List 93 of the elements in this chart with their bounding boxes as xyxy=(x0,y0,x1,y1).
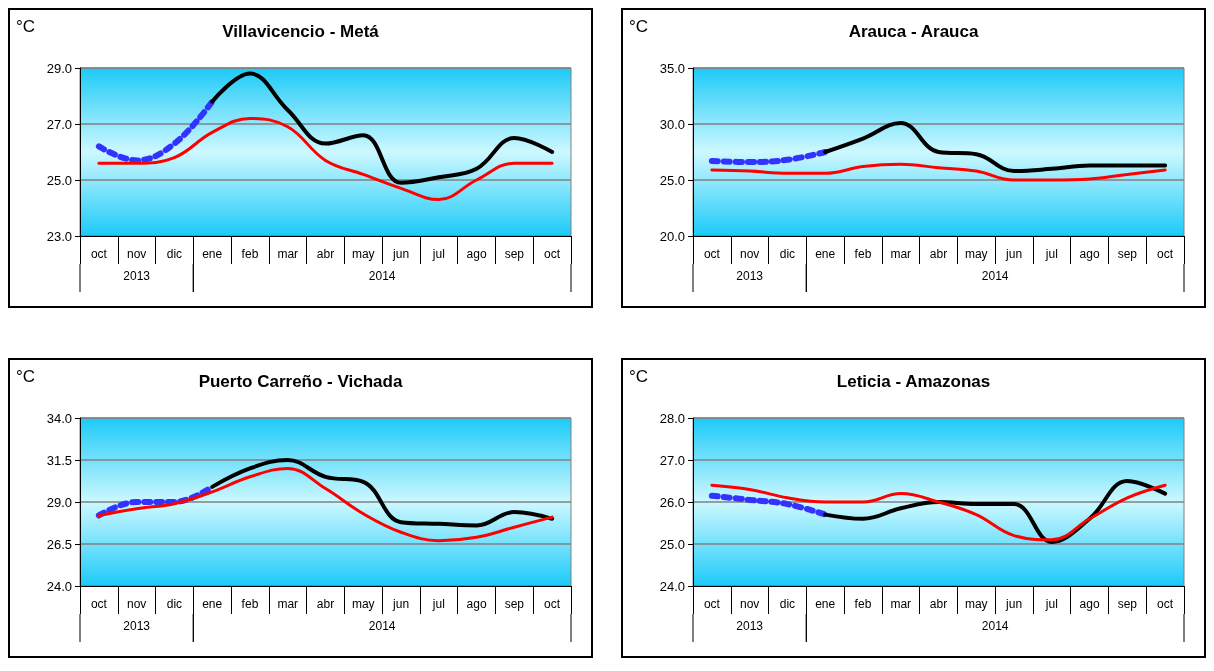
x-tick-label: abr xyxy=(316,247,335,261)
y-tick-label: 34.0 xyxy=(46,410,72,426)
y-tick-label: 23.0 xyxy=(46,228,72,244)
x-tick-label: dic xyxy=(779,597,796,611)
x-tick-label: oct xyxy=(703,597,721,611)
y-tick-label: 26.0 xyxy=(659,494,685,510)
y-tick-label: 24.0 xyxy=(46,578,72,594)
x-tick-label: nov xyxy=(739,597,760,611)
chart-title: Arauca - Arauca xyxy=(848,22,979,41)
line-series xyxy=(97,116,554,202)
y-tick-label: 25.0 xyxy=(659,536,685,552)
y-tick-label: 20.0 xyxy=(659,228,685,244)
line-series xyxy=(210,458,555,528)
x-tick-label: sep xyxy=(504,597,525,611)
x-tick-label: jul xyxy=(431,247,445,261)
chart-title: Puerto Carreño - Vichada xyxy=(198,372,403,391)
x-tick-label: jun xyxy=(1005,597,1023,611)
text: 2013 xyxy=(123,619,151,633)
x-tick-label: ago xyxy=(1079,247,1100,261)
y-tick-label: 30.0 xyxy=(659,116,685,132)
line-series xyxy=(710,483,1167,542)
x-tick-label: abr xyxy=(929,597,948,611)
x-tick-label: nov xyxy=(739,247,760,261)
x-tick-label: oct xyxy=(90,597,108,611)
y-axis-title: °C xyxy=(629,17,649,36)
text: 2014 xyxy=(981,619,1009,633)
x-tick-label: mar xyxy=(890,247,912,261)
x-tick-label: abr xyxy=(316,597,335,611)
text: 2013 xyxy=(736,269,764,283)
x-tick-label: sep xyxy=(1117,597,1138,611)
y-tick-label: 27.0 xyxy=(659,452,685,468)
y-tick-label: 27.0 xyxy=(46,116,72,132)
line-series xyxy=(710,162,1167,182)
text: 2014 xyxy=(368,269,396,283)
y-tick-label: 24.0 xyxy=(659,578,685,594)
x-tick-label: oct xyxy=(703,247,721,261)
x-tick-label: dic xyxy=(166,597,183,611)
x-tick-label: sep xyxy=(504,247,525,261)
x-tick-label: oct xyxy=(1157,247,1174,261)
x-tick-label: may xyxy=(351,597,375,611)
y-tick-label: 29.0 xyxy=(46,60,72,76)
y-tick-label: 29.0 xyxy=(46,494,72,510)
line-series xyxy=(823,120,1168,174)
x-tick-label: abr xyxy=(929,247,948,261)
x-tick-label: jul xyxy=(1044,247,1058,261)
x-tick-label: jun xyxy=(392,597,410,611)
x-tick-label: ene xyxy=(815,597,836,611)
x-tick-label: mar xyxy=(277,597,299,611)
x-tick-label: feb xyxy=(241,597,259,611)
text: 2014 xyxy=(368,619,396,633)
x-tick-label: may xyxy=(351,247,375,261)
x-tick-label: feb xyxy=(241,247,259,261)
x-tick-label: mar xyxy=(277,247,299,261)
y-axis-title: °C xyxy=(16,17,36,36)
chart-title: Villavicencio - Metá xyxy=(222,22,380,41)
y-tick-label: 31.5 xyxy=(46,452,72,468)
x-tick-label: ene xyxy=(815,247,836,261)
x-tick-label: mar xyxy=(890,597,912,611)
x-tick-label: jul xyxy=(431,597,445,611)
x-tick-label: ago xyxy=(1079,597,1100,611)
y-axis-title: °C xyxy=(16,367,36,386)
x-tick-label: jul xyxy=(1044,597,1058,611)
x-tick-label: ago xyxy=(466,597,487,611)
y-axis-title: °C xyxy=(629,367,649,386)
text: 2013 xyxy=(123,269,151,283)
y-tick-label: 35.0 xyxy=(659,60,685,76)
x-tick-label: dic xyxy=(779,247,796,261)
x-tick-label: ago xyxy=(466,247,487,261)
y-tick-label: 28.0 xyxy=(659,410,685,426)
y-tick-label: 25.0 xyxy=(46,172,72,188)
line-series xyxy=(97,466,554,543)
x-tick-label: feb xyxy=(854,247,872,261)
y-tick-label: 26.5 xyxy=(46,536,72,552)
x-tick-label: oct xyxy=(90,247,108,261)
x-tick-label: may xyxy=(964,597,988,611)
x-tick-label: ene xyxy=(202,247,223,261)
line-series xyxy=(210,71,555,185)
x-tick-label: jun xyxy=(392,247,410,261)
text: 2013 xyxy=(736,619,764,633)
y-tick-label: 25.0 xyxy=(659,172,685,188)
x-tick-label: sep xyxy=(1117,247,1138,261)
x-tick-label: nov xyxy=(126,247,147,261)
x-tick-label: may xyxy=(964,247,988,261)
x-tick-label: oct xyxy=(1157,597,1174,611)
x-tick-label: nov xyxy=(126,597,147,611)
chart-title: Leticia - Amazonas xyxy=(836,372,991,391)
x-tick-label: oct xyxy=(544,247,561,261)
x-tick-label: feb xyxy=(854,597,872,611)
text: 2014 xyxy=(981,269,1009,283)
x-tick-label: ene xyxy=(202,597,223,611)
x-tick-label: jun xyxy=(1005,247,1023,261)
x-tick-label: oct xyxy=(544,597,561,611)
x-tick-label: dic xyxy=(166,247,183,261)
